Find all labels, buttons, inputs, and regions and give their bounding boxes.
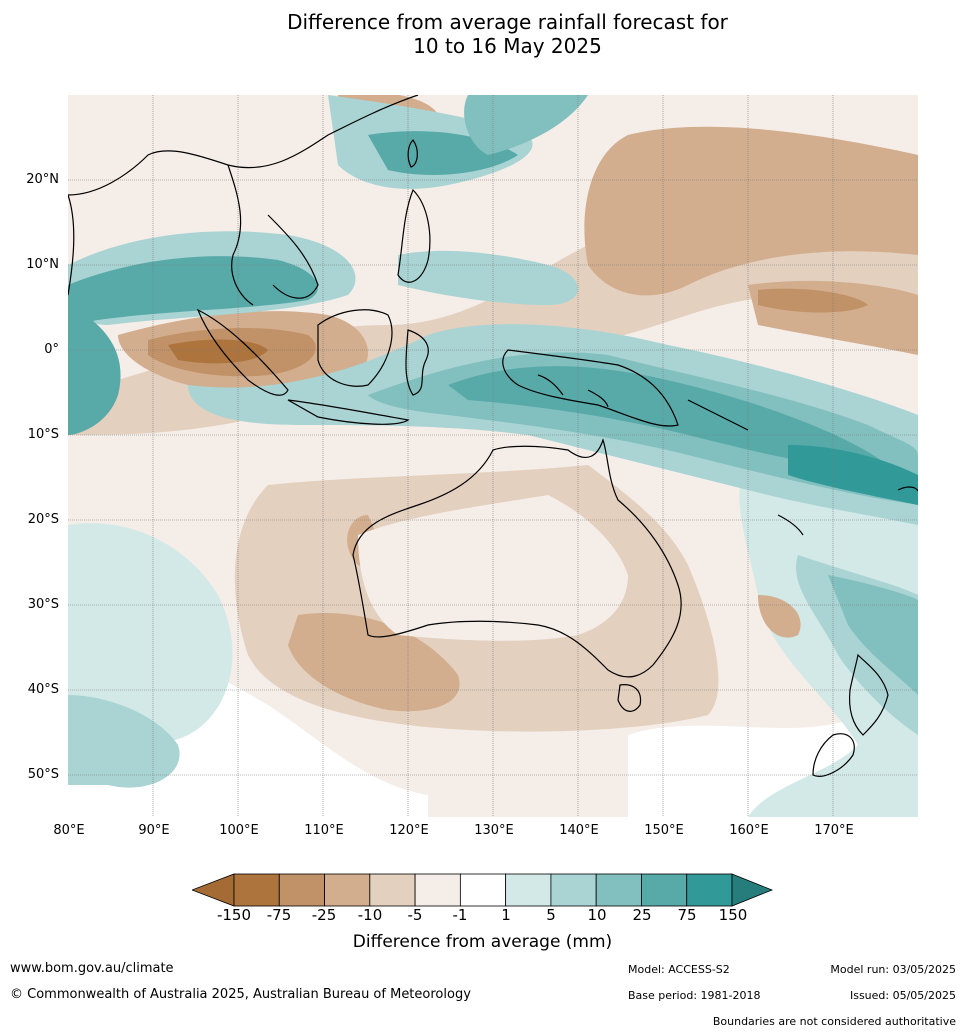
zone-peak-coral-sea — [788, 445, 918, 505]
footer-disclaimer: Boundaries are not considered authoritat… — [712, 1015, 956, 1028]
legend-tick-10: 10 — [587, 906, 607, 924]
lon-label-130e: 130°E — [474, 823, 514, 838]
lat-label-0: 0° — [44, 342, 59, 357]
footer-copyright: © Commonwealth of Australia 2025, Austra… — [10, 987, 471, 1002]
asia-mainland-coast — [68, 95, 419, 306]
legend-swatch — [233, 873, 280, 907]
legend-tick-minus-5: -5 — [407, 906, 423, 924]
lon-label-110e: 110°E — [304, 823, 344, 838]
lat-label-40s: 40°S — [27, 682, 59, 697]
lon-label-100e: 100°E — [219, 823, 259, 838]
legend-tick-1: 1 — [501, 906, 511, 924]
colorbar-swatches — [192, 873, 774, 907]
footer-model: Model: ACCESS-S2 — [628, 963, 730, 976]
legend-tick-5: 5 — [546, 906, 556, 924]
nz-north-island-coast — [848, 653, 889, 736]
fiji-coast — [897, 486, 918, 492]
footer-base-period: Base period: 1981-2018 — [628, 989, 761, 1002]
legend-swatch — [641, 873, 688, 907]
legend-swatch — [414, 873, 461, 907]
zone-wet-sw-2 — [68, 695, 180, 788]
zone-dry-tasman — [758, 595, 801, 638]
zone-wettest-equatorial — [448, 366, 888, 468]
legend-swatch — [686, 873, 733, 907]
legend-swatch — [505, 873, 552, 907]
coastlines — [68, 95, 918, 777]
zone-dry-south — [288, 613, 460, 712]
legend-tick-minus-1: -1 — [452, 906, 468, 924]
lon-label-90e: 90°E — [138, 823, 170, 838]
philippines-coast — [397, 188, 431, 283]
title-line-2: 10 to 16 May 2025 — [413, 34, 602, 58]
lat-label-50s: 50°S — [27, 767, 59, 782]
graticule — [68, 95, 918, 817]
zone-wet-philippines — [398, 250, 578, 305]
legend-tick-25: 25 — [632, 906, 652, 924]
legend-swatch-below-min — [192, 873, 235, 907]
zone-wet-west-indian — [68, 305, 121, 435]
sulawesi-coast — [405, 329, 429, 396]
legend-title: Difference from average (mm) — [352, 932, 613, 952]
legend-swatch — [278, 873, 325, 907]
lon-label-170e: 170°E — [814, 823, 854, 838]
lat-label-20s: 20°S — [27, 512, 59, 527]
zone-wet-west-pacific-n — [464, 95, 588, 155]
lon-label-80e: 80°E — [53, 823, 85, 838]
legend-tick-150: 150 — [718, 906, 748, 924]
footer-url[interactable]: www.bom.gov.au/climate — [10, 961, 174, 976]
australia-coast — [352, 438, 682, 678]
indonesia-islands-coast — [537, 374, 609, 408]
lat-label-20n: 20°N — [26, 172, 59, 187]
legend-swatch — [459, 873, 507, 907]
zone-drier-pacific — [758, 288, 868, 313]
solomon-islands-coast — [687, 399, 749, 431]
tasmania-coast — [617, 684, 642, 712]
footer-issued: Issued: 05/05/2025 — [849, 989, 956, 1002]
new-guinea-coast — [502, 349, 679, 427]
lon-label-140e: 140°E — [559, 823, 599, 838]
rainfall-map[interactable] — [68, 95, 918, 817]
legend-swatch-above-max — [731, 873, 774, 907]
lat-label-10n: 10°N — [26, 257, 59, 272]
legend-tick-minus-25: -25 — [311, 906, 337, 924]
footer-model-run: Model run: 03/05/2025 — [830, 963, 956, 976]
title-line-1: Difference from average rainfall forecas… — [287, 10, 728, 34]
legend-swatch — [550, 873, 597, 907]
zone-wetter-bay-bengal — [68, 256, 318, 325]
nz-south-island-coast — [812, 733, 855, 777]
lat-label-10s: 10°S — [27, 427, 59, 442]
taiwan-coast — [407, 139, 418, 168]
legend-swatch — [595, 873, 642, 907]
lat-label-30s: 30°S — [27, 597, 59, 612]
sumatra-coast — [196, 308, 289, 396]
legend-tick-minus-75: -75 — [266, 906, 292, 924]
borneo-coast — [317, 309, 393, 387]
new-caledonia-coast — [777, 514, 804, 536]
map-title: Difference from average rainfall forecas… — [0, 10, 965, 58]
map-svg — [68, 95, 918, 817]
legend-tick-75: 75 — [677, 906, 697, 924]
legend-swatch — [324, 873, 371, 907]
legend-tick-minus-10: -10 — [357, 906, 383, 924]
zone-wet-sw — [68, 523, 233, 745]
legend-tick-minus-150: -150 — [216, 906, 252, 924]
lon-label-150e: 150°E — [644, 823, 684, 838]
lon-label-120e: 120°E — [389, 823, 429, 838]
zone-dry-north-pacific — [584, 126, 918, 296]
zone-driest-indian-ocean — [168, 339, 268, 364]
colorbar — [192, 873, 774, 907]
lon-label-160e: 160°E — [729, 823, 769, 838]
legend-swatch — [369, 873, 416, 907]
java-coast — [287, 399, 410, 425]
